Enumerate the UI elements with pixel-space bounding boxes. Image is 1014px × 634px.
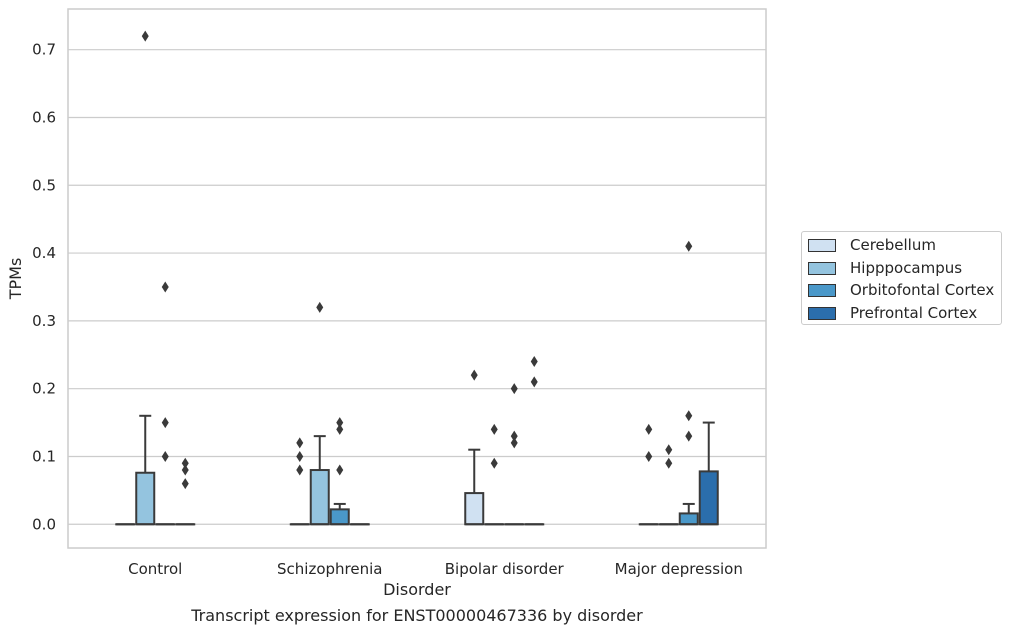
- outlier-point: [645, 423, 653, 435]
- x-tick-label: Bipolar disorder: [445, 560, 565, 578]
- box-2-1: [329, 417, 350, 526]
- box-rect: [698, 470, 719, 526]
- outlier-point: [685, 430, 693, 442]
- box-rect: [135, 471, 156, 526]
- outlier-point: [161, 417, 169, 429]
- outlier-point: [685, 410, 693, 422]
- legend-item-hippocampus: Hipppocampus: [808, 258, 962, 278]
- box-3-3: [698, 421, 719, 526]
- box-0-1: [289, 437, 310, 526]
- outlier-point: [181, 464, 189, 476]
- legend-swatch: [808, 283, 836, 297]
- outlier-point: [470, 369, 478, 381]
- box-rect: [309, 469, 330, 526]
- y-tick-label: 0.0: [32, 515, 56, 533]
- y-axis-ticks: 0.0 0.1 0.2 0.3 0.4 0.5 0.6 0.7: [32, 41, 56, 534]
- legend-swatch: [808, 306, 836, 320]
- y-tick-label: 0.4: [32, 244, 56, 262]
- plot-area: [67, 8, 767, 549]
- y-tick-label: 0.2: [32, 380, 56, 398]
- outlier-point: [161, 281, 169, 293]
- y-tick-label: 0.7: [32, 41, 56, 59]
- box-rect: [464, 492, 485, 526]
- box-1-2: [484, 423, 505, 526]
- box-0-3: [638, 423, 659, 526]
- legend-item-orbitofrontal-cortex: Orbitofontal Cortex: [808, 280, 994, 300]
- outlier-point: [510, 430, 518, 442]
- outlier-point: [181, 478, 189, 490]
- outlier-point: [665, 457, 673, 469]
- box-rect: [678, 512, 699, 526]
- legend: Cerebellum Hipppocampus Orbitofontal Cor…: [801, 231, 1002, 325]
- outlier-point: [490, 457, 498, 469]
- box-2-2: [504, 383, 525, 526]
- box-rect: [329, 508, 350, 526]
- legend-swatch: [808, 261, 836, 275]
- legend-swatch: [808, 238, 836, 252]
- outlier-point: [490, 423, 498, 435]
- box-3-0: [175, 457, 196, 526]
- box-marks: [115, 30, 719, 526]
- outlier-point: [336, 423, 344, 435]
- outlier-point: [665, 444, 673, 456]
- outlier-point: [685, 240, 693, 252]
- outlier-point: [296, 437, 304, 449]
- box-1-0: [135, 30, 156, 526]
- outlier-point: [510, 383, 518, 395]
- outlier-point: [181, 457, 189, 469]
- outlier-point: [530, 356, 538, 368]
- outlier-point: [141, 30, 149, 42]
- y-tick-label: 0.6: [32, 108, 56, 126]
- box-2-3: [678, 240, 699, 526]
- x-tick-label: Control: [128, 560, 182, 578]
- outlier-point: [645, 450, 653, 462]
- outlier-point: [336, 417, 344, 429]
- outlier-point: [161, 450, 169, 462]
- outlier-point: [296, 450, 304, 462]
- legend-label: Cerebellum: [850, 236, 936, 254]
- outlier-point: [296, 464, 304, 476]
- outlier-point: [530, 376, 538, 388]
- legend-item-prefrontal-cortex: Prefrontal Cortex: [808, 303, 977, 323]
- box-1-1: [309, 301, 330, 526]
- box-3-2: [524, 356, 545, 526]
- x-tick-label: Schizophrenia: [277, 560, 382, 578]
- legend-label: Orbitofontal Cortex: [850, 281, 995, 299]
- x-axis-title: Disorder: [383, 580, 451, 599]
- x-axis-ticks: Control Schizophrenia Bipolar disorder Majo…: [128, 560, 743, 578]
- y-tick-label: 0.1: [32, 447, 56, 465]
- box-2-0: [155, 281, 176, 526]
- y-tick-label: 0.3: [32, 312, 56, 330]
- legend-item-cerebellum: Cerebellum: [808, 235, 936, 255]
- x-tick-label: Major depression: [615, 560, 743, 578]
- y-tick-label: 0.5: [32, 176, 56, 194]
- y-axis-title: TPMs: [6, 258, 25, 301]
- legend-label: Hipppocampus: [850, 259, 963, 277]
- box-0-2: [464, 369, 485, 526]
- chart-caption: Transcript expression for ENST0000046733…: [191, 606, 643, 625]
- legend-label: Prefrontal Cortex: [850, 304, 978, 322]
- box-1-3: [658, 444, 679, 526]
- outlier-point: [316, 301, 324, 313]
- outlier-point: [510, 437, 518, 449]
- outlier-point: [336, 464, 344, 476]
